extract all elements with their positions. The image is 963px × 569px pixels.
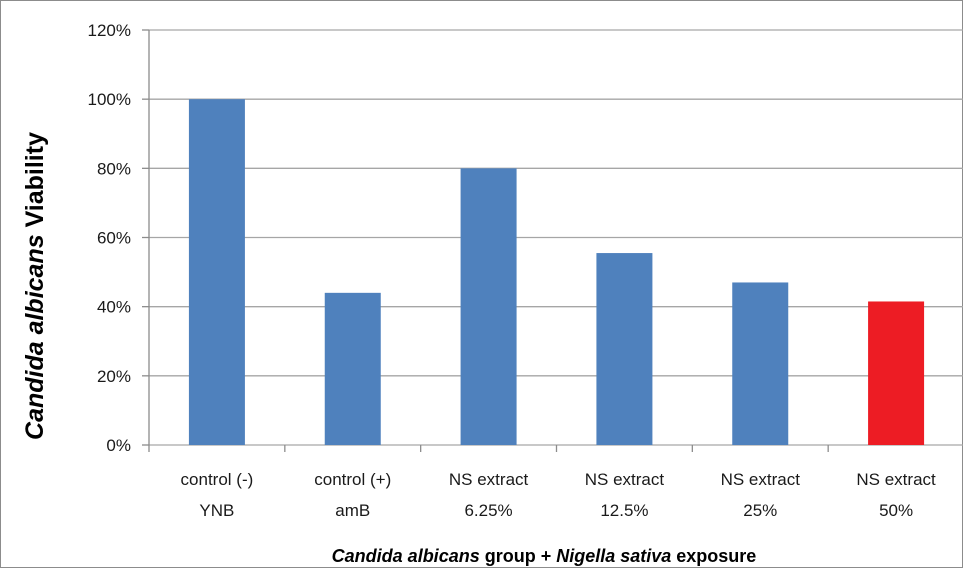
x-category-label: control (-)	[181, 470, 254, 489]
bar	[188, 99, 245, 446]
bar	[324, 292, 381, 445]
y-tick-label: 80%	[97, 159, 131, 178]
y-tick-label: 40%	[97, 298, 131, 317]
y-tick-labels: 0% 20% 40% 60% 80% 100% 120%	[88, 21, 131, 455]
x-category-label: 50%	[879, 501, 913, 520]
y-tick-label: 100%	[88, 90, 131, 109]
y-tick-label: 60%	[97, 229, 131, 248]
x-category-label: 6.25%	[464, 501, 512, 520]
y-tick-label: 0%	[106, 436, 131, 455]
bar	[868, 301, 925, 445]
bar	[732, 282, 789, 445]
x-axis-label: Candida albicans group + Nigella sativa …	[332, 546, 757, 566]
x-category-label: 25%	[743, 501, 777, 520]
x-category-labels: control (-) YNB control (+) amB NS extract 6.…	[181, 470, 936, 520]
y-tick-label: 120%	[88, 21, 131, 40]
x-category-label: NS extract	[856, 470, 936, 489]
x-category-label: NS extract	[721, 470, 801, 489]
gridlines	[142, 29, 963, 452]
x-category-label: YNB	[199, 501, 234, 520]
x-category-label: NS extract	[449, 470, 529, 489]
bars	[188, 99, 925, 446]
bar	[596, 253, 653, 445]
y-tick-label: 20%	[97, 367, 131, 386]
x-category-label: NS extract	[585, 470, 665, 489]
x-category-label: amB	[335, 501, 370, 520]
bar	[460, 168, 517, 446]
x-category-label: control (+)	[314, 470, 391, 489]
x-category-label: 12.5%	[600, 501, 648, 520]
y-axis-label: Candida albicans Viability	[21, 132, 49, 440]
